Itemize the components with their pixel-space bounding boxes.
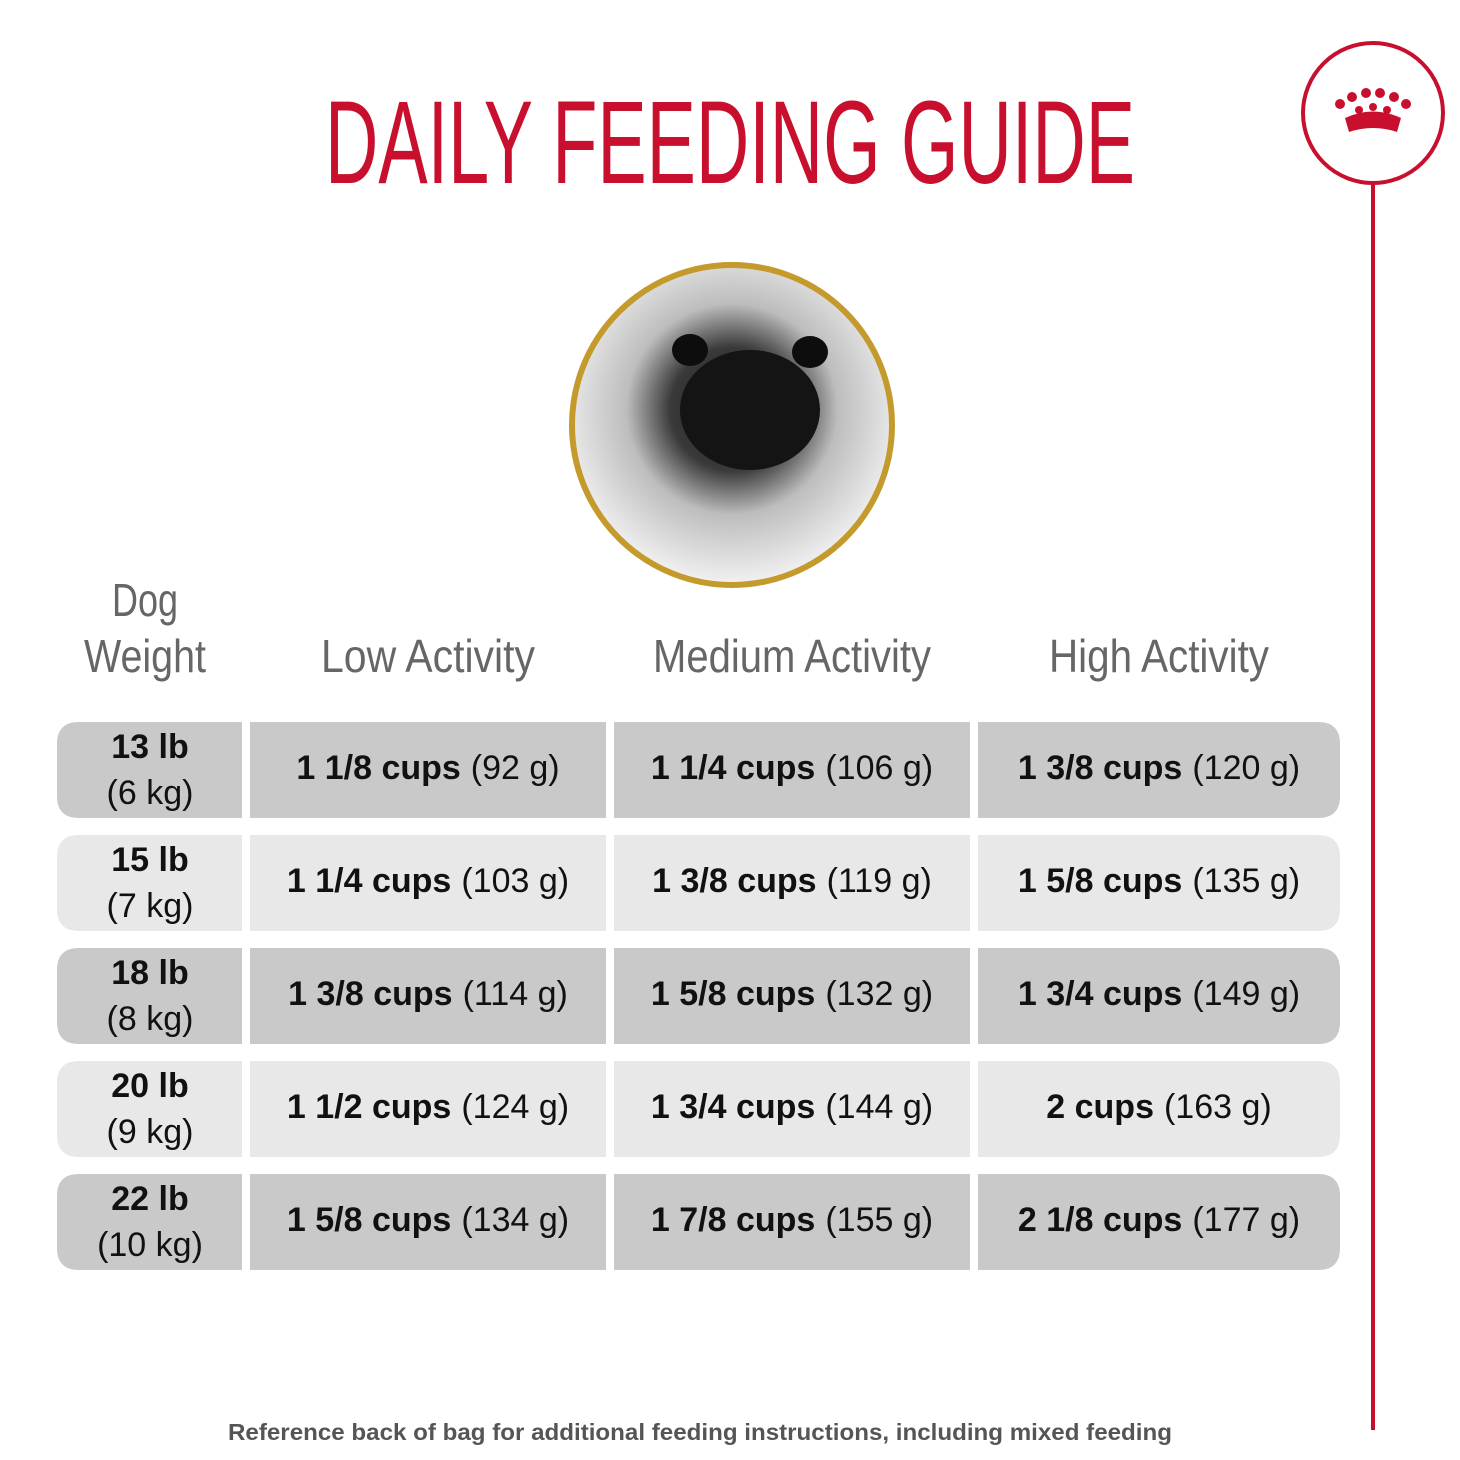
cups: 1 5/8 cups [287,1201,451,1239]
cups: 1 3/4 cups [1018,975,1182,1013]
table-row: 18 lb (8 kg) 1 3/8 cups (114 g) 1 5/8 cups (1… [57,948,1340,1044]
table-row: 20 lb (9 kg) 1 1/2 cups (124 g) 1 3/4 cups (1… [57,1061,1340,1157]
cell-background [250,722,606,818]
cell-background [250,835,606,931]
table-row: 15 lb (7 kg) 1 1/4 cups (103 g) 1 3/8 cups (1… [57,835,1340,931]
weight-lb: 18 lb [111,954,188,992]
cell-background [57,722,242,818]
weight-lb: 20 lb [111,1067,188,1105]
cell-text: 1 7/8 cups (155 g) [651,1201,933,1239]
cell-text: 1 3/8 cups (114 g) [288,975,568,1013]
cell-text: 1 5/8 cups (134 g) [287,1201,569,1239]
grams: (106 g) [825,749,933,787]
cell-background [250,1174,606,1270]
cell-background [57,948,242,1044]
grams: (134 g) [461,1201,569,1239]
weight-lb: 22 lb [111,1180,188,1218]
cell-background [978,722,1340,818]
column-header: High Activity [1049,630,1269,682]
brand-logo [1301,41,1445,1430]
table-row: 22 lb (10 kg) 1 5/8 cups (134 g) 1 7/8 cups (… [57,1174,1340,1270]
grams: (135 g) [1192,862,1300,900]
grams: (163 g) [1164,1088,1272,1126]
column-header: Dog [112,574,178,626]
cell-text: 1 5/8 cups (135 g) [1018,862,1300,900]
cell-text: 1 5/8 cups (132 g) [651,975,933,1013]
cell-background [978,835,1340,931]
cell-text: 1 3/4 cups (144 g) [651,1088,933,1126]
grams: (119 g) [827,862,932,900]
grams: (103 g) [461,862,569,900]
cell-text: 1 1/4 cups (106 g) [651,749,933,787]
dog-photo [569,262,895,588]
cups: 1 7/8 cups [651,1201,815,1239]
column-header: Weight [84,630,206,682]
grams: (114 g) [463,975,568,1013]
grams: (124 g) [461,1088,569,1126]
cups: 2 cups [1046,1088,1154,1126]
cell-background [978,1061,1340,1157]
grams: (132 g) [825,975,933,1013]
cups: 1 3/4 cups [651,1088,815,1126]
footer-note: Reference back of bag for additional fee… [228,1419,1172,1445]
cell-background [57,835,242,931]
cups: 1 3/8 cups [288,975,452,1013]
weight-kg: (7 kg) [107,887,194,925]
weight-kg: (6 kg) [107,774,194,812]
weight-kg: (9 kg) [107,1113,194,1151]
grams: (92 g) [471,749,560,787]
cups: 1 5/8 cups [651,975,815,1013]
cell-background [978,1174,1340,1270]
weight-kg: (8 kg) [107,1000,194,1038]
cell-text: 1 3/8 cups (119 g) [652,862,932,900]
title: DAILY FEEDING GUIDE [325,77,1135,209]
cups: 1 3/8 cups [652,862,816,900]
cell-background [57,1061,242,1157]
cell-background [614,948,970,1044]
cell-text: 1 3/4 cups (149 g) [1018,975,1300,1013]
cell-background [978,948,1340,1044]
weight-lb: 13 lb [111,728,188,766]
column-header: Low Activity [321,630,535,682]
cups: 2 1/8 cups [1018,1201,1182,1239]
cell-text: 1 1/4 cups (103 g) [287,862,569,900]
cell-background [250,948,606,1044]
cell-background [614,1174,970,1270]
grams: (155 g) [825,1201,933,1239]
cell-background [614,835,970,931]
cell-text: 2 cups (163 g) [1046,1088,1271,1126]
grams: (177 g) [1192,1201,1300,1239]
grams: (149 g) [1192,975,1300,1013]
cell-background [614,1061,970,1157]
cups: 1 3/8 cups [1018,749,1182,787]
table-row: 13 lb (6 kg) 1 1/8 cups (92 g) 1 1/4 cups (10… [57,722,1340,818]
weight-lb: 15 lb [111,841,188,879]
cell-text: 1 1/8 cups (92 g) [296,749,559,787]
cell-background [614,722,970,818]
cell-background [250,1061,606,1157]
cups: 1 1/8 cups [296,749,460,787]
cups: 1 1/4 cups [287,862,451,900]
weight-kg: (10 kg) [97,1226,203,1264]
cups: 1 1/2 cups [287,1088,451,1126]
grams: (144 g) [825,1088,933,1126]
cups: 1 5/8 cups [1018,862,1182,900]
cell-text: 1 1/2 cups (124 g) [287,1088,569,1126]
cell-text: 1 3/8 cups (120 g) [1018,749,1300,787]
cell-text: 2 1/8 cups (177 g) [1018,1201,1300,1239]
cups: 1 1/4 cups [651,749,815,787]
column-header: Medium Activity [653,630,931,682]
grams: (120 g) [1192,749,1300,787]
cell-background [57,1174,242,1270]
